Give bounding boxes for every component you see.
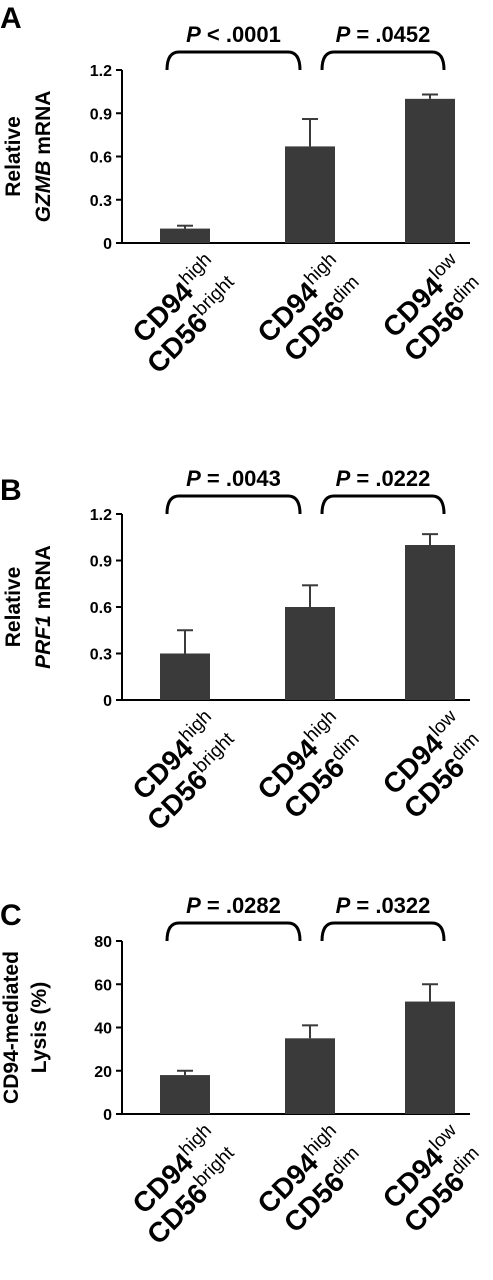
y-tick-label: 0.3 <box>90 647 112 664</box>
bar <box>160 653 210 700</box>
comparison-bracket <box>320 494 446 515</box>
y-axis-label-line1: Relative <box>2 567 25 648</box>
p-value-label: P = .0322 <box>336 893 431 918</box>
comparison-bracket <box>165 921 302 942</box>
p-value: = .0222 <box>350 466 430 491</box>
bar <box>285 146 335 243</box>
y-tick-label: 0 <box>103 1107 112 1124</box>
p-value: = .0043 <box>201 466 281 491</box>
p-symbol: P <box>336 893 351 918</box>
bar <box>405 1001 455 1114</box>
y-tick-label: 1.2 <box>90 63 112 80</box>
chart-panel-b: B 0 0.3 0.6 0.9 1.2 Relative PRF1 mRNA P = .0043… <box>0 466 484 836</box>
y-tick-label: 0.9 <box>90 554 112 571</box>
y-tick-label: 0 <box>103 693 112 710</box>
y-axis-label-line1: CD94-mediated <box>0 951 23 1104</box>
panel-letter: A <box>0 2 22 35</box>
bar <box>285 607 335 700</box>
y-axis-label-line1: Relative <box>2 116 25 197</box>
y-tick-label: 0.6 <box>90 150 112 167</box>
y-tick-label: 60 <box>94 977 112 994</box>
bar <box>405 98 455 243</box>
panel-letter: C <box>0 899 22 932</box>
p-value-label: P < .0001 <box>186 22 281 47</box>
y-tick-label: 40 <box>94 1021 112 1038</box>
p-value: = .0452 <box>350 22 430 47</box>
p-symbol: P <box>186 893 201 918</box>
y-axis-label-line2: GZMB mRNA <box>32 91 55 223</box>
bar <box>405 545 455 700</box>
unit-label: mRNA <box>32 545 55 615</box>
y-tick-label: 1.2 <box>90 507 112 524</box>
p-symbol: P <box>336 22 351 47</box>
p-value: = .0282 <box>201 893 281 918</box>
gene-name: PRF1 <box>32 615 55 669</box>
chart-panel-a: A 0 0.3 0.6 0.9 1.2 Relative GZMB mRNA P < .0001… <box>0 2 484 379</box>
y-tick-label: 0.9 <box>90 106 112 123</box>
p-value-label: P = .0282 <box>186 893 281 918</box>
panel-letter: B <box>0 474 22 507</box>
bar <box>160 228 210 243</box>
comparison-bracket <box>165 50 302 71</box>
p-symbol: P <box>336 466 351 491</box>
p-value-label: P = .0043 <box>186 466 281 491</box>
p-symbol: P <box>186 22 201 47</box>
y-tick-label: 0.3 <box>90 193 112 210</box>
y-tick-label: 20 <box>94 1064 112 1081</box>
y-axis-label-line2: PRF1 mRNA <box>32 545 55 669</box>
y-tick-label: 80 <box>94 934 112 951</box>
p-value-label: P = .0452 <box>336 22 431 47</box>
y-tick-label: 0.6 <box>90 600 112 617</box>
bar <box>160 1075 210 1114</box>
comparison-bracket <box>320 50 446 71</box>
bar <box>285 1038 335 1114</box>
comparison-bracket <box>320 921 446 942</box>
p-value: = .0322 <box>350 893 430 918</box>
comparison-bracket <box>165 494 302 515</box>
p-value: < .0001 <box>201 22 281 47</box>
gene-name: GZMB <box>32 161 55 223</box>
unit-label: mRNA <box>32 91 55 161</box>
y-tick-label: 0 <box>103 236 112 253</box>
y-axis-label-line2: Lysis (%) <box>28 982 51 1073</box>
chart-panel-c: C 0 20 40 60 80 CD94-mediated Lysis (%) P = .028… <box>0 893 484 1250</box>
p-value-label: P = .0222 <box>336 466 431 491</box>
p-symbol: P <box>186 466 201 491</box>
